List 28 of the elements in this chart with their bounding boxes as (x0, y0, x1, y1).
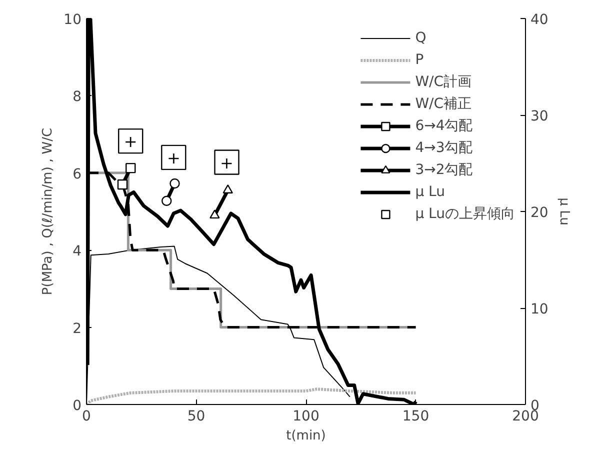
x-tick-label: 100 (292, 408, 320, 424)
legend-label: 4→3勾配 (415, 139, 473, 157)
legend-label: W/C計画 (415, 73, 472, 91)
legend-label: Q (415, 30, 428, 46)
annotation: + (166, 148, 180, 168)
annotation: + (124, 132, 138, 152)
legend-label: μ Luの上昇傾向 (415, 205, 515, 223)
y2-tick-label: 40 (530, 12, 548, 28)
y-tick-label: 8 (72, 89, 82, 106)
y-tick-label: 10 (64, 12, 82, 28)
y-tick-label: 6 (72, 166, 82, 182)
y2-tick-label: 10 (530, 302, 548, 318)
legend-label: μ Lu (415, 184, 445, 200)
legend-label: 3→2勾配 (415, 161, 473, 179)
y2-tick-label: 20 (530, 205, 548, 221)
y2-tick-label: 30 (530, 108, 548, 124)
y-tick-label: 0 (72, 398, 82, 414)
legend-label: W/C補正 (415, 95, 472, 113)
legend-label: P (415, 52, 425, 68)
y-tick-label: 4 (72, 244, 82, 260)
annotation: + (220, 153, 234, 172)
x-axis-title: t(min) (286, 428, 326, 444)
y2-axis-title: μ Lu (556, 198, 572, 226)
y-axis-title: P(MPa) , Q(ℓ/min/m) , W/C (40, 128, 56, 296)
y-tick-label: 2 (72, 320, 82, 337)
legend-label: 6→4勾配 (415, 117, 473, 135)
x-tick-label: 150 (402, 408, 430, 424)
x-tick-label: 50 (187, 408, 206, 424)
